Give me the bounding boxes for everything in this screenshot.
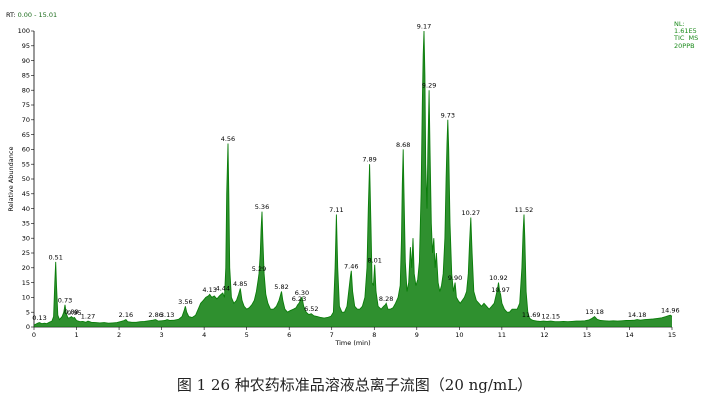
peak-label: 7.46 (344, 262, 358, 270)
x-tick-label: 4 (202, 331, 206, 339)
peak-label: 8.28 (379, 295, 393, 303)
peak-label: 14.96 (661, 307, 680, 315)
chart-axes: 0510152025303540455055606570758085909510… (18, 27, 677, 339)
tic-trace-line (33, 30, 673, 326)
peak-label: 4.13 (202, 286, 216, 294)
rt-range-value: 0.00 - 15.01 (17, 11, 58, 19)
x-tick-label: 11 (498, 331, 506, 339)
x-tick-label: 1 (74, 331, 78, 339)
x-tick-label: 8 (372, 331, 376, 339)
peak-label: 12.15 (541, 313, 560, 321)
y-tick-label: 10 (22, 294, 30, 302)
y-tick-label: 55 (22, 160, 30, 168)
x-tick-label: 9 (415, 331, 419, 339)
x-tick-label: 12 (540, 331, 548, 339)
peak-label: 6.23 (292, 295, 306, 303)
y-tick-label: 45 (22, 190, 30, 198)
figure-caption: 图 1 26 种农药标准品溶液总离子流图（20 ng/mL） (176, 376, 533, 394)
y-tick-label: 15 (22, 279, 30, 287)
peak-label: 4.85 (233, 280, 247, 288)
y-tick-label: 50 (22, 175, 30, 183)
y-tick-label: 20 (22, 264, 30, 272)
sample-name: 20PPB (674, 41, 695, 50)
peak-label: 9.29 (422, 82, 436, 90)
peak-label: 7.89 (362, 156, 376, 164)
peak-label: 10.92 (489, 274, 508, 282)
peak-label: 2.86 (148, 311, 162, 319)
rt-range-label: RT: 0.00 - 15.01 (6, 11, 57, 19)
peak-label: 5.82 (274, 283, 288, 291)
x-tick-label: 13 (583, 331, 591, 339)
nl-value: 1.61E5 (674, 27, 697, 36)
peak-label: 10.27 (462, 209, 481, 217)
peak-label: 5.36 (255, 203, 269, 211)
x-tick-label: 6 (287, 331, 291, 339)
peak-labels: 0.13 0.51 0.73 0.880.95 1.27 2.16 2.863.13 3.56… (32, 23, 679, 323)
x-tick-label: 10 (455, 331, 463, 339)
y-tick-label: 0 (26, 323, 30, 331)
peak-label: 11.52 (515, 206, 534, 214)
y-tick-label: 90 (22, 57, 30, 65)
y-tick-label: 60 (22, 146, 30, 154)
peak-label: 9.17 (417, 23, 431, 31)
x-tick-label: 3 (160, 331, 164, 339)
y-tick-label: 40 (22, 205, 30, 213)
x-tick-label: 0 (32, 331, 36, 339)
x-tick-label: 14 (625, 331, 633, 339)
chromatogram-chart: 0510152025303540455055606570758085909510… (7, 23, 680, 348)
x-tick-label: 5 (245, 331, 249, 339)
y-tick-label: 100 (18, 27, 30, 35)
peak-label: 3.13 (160, 311, 174, 319)
x-tick-label: 7 (330, 331, 334, 339)
peak-label: 13.18 (585, 308, 604, 316)
y-tick-label: 70 (22, 116, 30, 124)
peak-label: 0.13 (32, 314, 46, 322)
peak-label: 8.01 (367, 256, 381, 264)
peak-label: 0.88 (64, 308, 78, 316)
peak-label: 2.16 (119, 311, 133, 319)
peak-label: 8.68 (396, 141, 410, 149)
acquisition-info: NL: 1.61E5 TIC MS 20PPB (674, 20, 699, 50)
peak-label: 11.69 (522, 311, 541, 319)
x-tick-label: 2 (117, 331, 121, 339)
peak-label: 4.44 (216, 284, 230, 292)
scan-type: TIC MS (674, 34, 699, 43)
y-tick-label: 25 (22, 249, 30, 257)
peak-label: 0.51 (48, 253, 62, 261)
y-tick-label: 80 (22, 86, 30, 94)
peak-label: 14.18 (628, 311, 647, 319)
peak-label: 6.52 (304, 305, 318, 313)
peak-label: 0.95 (67, 309, 81, 317)
y-axis-title: Relative Abundance (7, 147, 15, 212)
x-tick-label: 15 (668, 331, 676, 339)
trace-layer (33, 30, 673, 327)
y-tick-label: 85 (22, 72, 30, 80)
x-axis-title: Time (min) (334, 339, 370, 347)
nl-label: NL: (674, 20, 685, 28)
peak-label: 9.90 (448, 274, 462, 282)
peak-label: 6.30 (295, 289, 309, 297)
peak-label: 9.73 (441, 111, 455, 119)
peak-label: 3.56 (178, 298, 192, 306)
y-tick-label: 65 (22, 131, 30, 139)
peak-label: 7.11 (329, 206, 343, 214)
rt-prefix: RT: (6, 11, 16, 19)
y-tick-label: 5 (26, 308, 30, 316)
y-tick-label: 30 (22, 234, 30, 242)
peak-label: 1.27 (81, 313, 95, 321)
peak-label: 10.97 (491, 286, 510, 294)
y-tick-label: 95 (22, 42, 30, 50)
peak-label: 4.56 (221, 135, 235, 143)
tic-trace-fill (34, 31, 672, 327)
y-tick-label: 35 (22, 220, 30, 228)
peak-label: 5.29 (252, 265, 266, 273)
peak-label: 0.73 (58, 296, 72, 304)
y-tick-label: 75 (22, 101, 30, 109)
